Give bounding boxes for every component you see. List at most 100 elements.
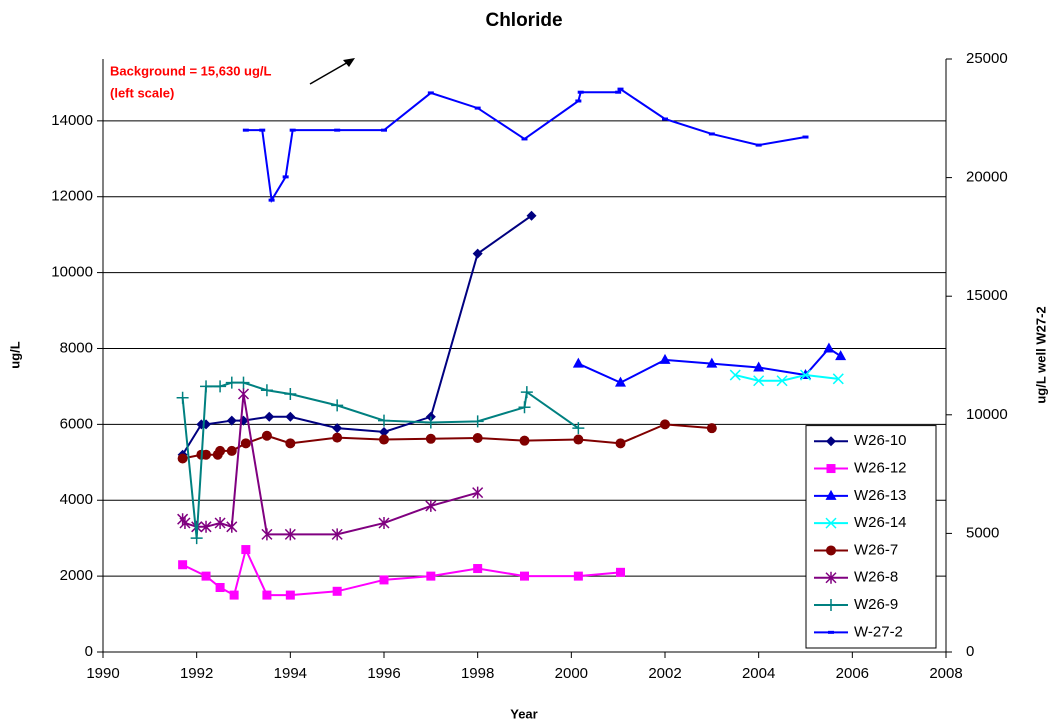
series-line bbox=[182, 423, 712, 460]
marker bbox=[472, 486, 484, 499]
marker bbox=[572, 422, 585, 435]
marker bbox=[573, 434, 584, 445]
marker bbox=[334, 128, 341, 132]
marker bbox=[706, 357, 718, 368]
marker bbox=[662, 117, 668, 121]
series-line bbox=[245, 87, 806, 204]
marker bbox=[379, 434, 389, 445]
marker bbox=[214, 380, 227, 393]
marker bbox=[331, 399, 344, 412]
marker bbox=[176, 391, 189, 404]
marker bbox=[261, 430, 272, 441]
marker bbox=[200, 380, 213, 393]
x-tick-label: 1994 bbox=[274, 665, 307, 682]
marker bbox=[826, 436, 836, 447]
annotation: (left scale) bbox=[110, 85, 174, 100]
x-tick-label: 2004 bbox=[742, 665, 775, 682]
marker bbox=[825, 571, 837, 584]
marker bbox=[237, 388, 250, 401]
x-tick-label: 2000 bbox=[555, 665, 588, 682]
legend-box bbox=[805, 425, 937, 649]
marker bbox=[379, 426, 389, 437]
y-tick-label: 10000 bbox=[51, 264, 93, 281]
legend-label: W26-10 bbox=[854, 432, 907, 449]
marker bbox=[826, 545, 836, 556]
chart-title: Chloride bbox=[485, 10, 562, 31]
marker bbox=[472, 248, 483, 259]
marker bbox=[201, 571, 211, 581]
marker bbox=[577, 90, 584, 94]
marker bbox=[826, 464, 836, 474]
marker bbox=[426, 571, 436, 581]
x-tick-label: 1992 bbox=[180, 665, 213, 682]
legend-label: W26-8 bbox=[854, 569, 898, 586]
marker bbox=[200, 520, 212, 533]
marker bbox=[226, 415, 237, 426]
marker bbox=[615, 90, 622, 94]
y2-tick-label: 20000 bbox=[966, 169, 1008, 186]
marker bbox=[729, 369, 741, 381]
series-line bbox=[182, 546, 621, 597]
legend-label: W-27-2 bbox=[854, 623, 903, 640]
marker bbox=[284, 528, 296, 541]
marker bbox=[471, 415, 484, 428]
marker bbox=[178, 560, 188, 570]
marker bbox=[832, 373, 844, 385]
marker bbox=[660, 419, 670, 430]
y2-tick-label: 15000 bbox=[966, 287, 1008, 304]
annotation: Background = 15,630 ug/L bbox=[110, 63, 272, 78]
marker bbox=[214, 517, 226, 530]
legend-label: W26-14 bbox=[854, 514, 907, 531]
marker bbox=[201, 449, 212, 460]
marker bbox=[706, 423, 717, 434]
marker bbox=[179, 517, 191, 530]
y2-axis-title: ug/L well W27-2 bbox=[1033, 306, 1048, 403]
marker bbox=[285, 438, 296, 449]
legend-label: W26-12 bbox=[854, 460, 907, 477]
y-tick-label: 2000 bbox=[60, 567, 93, 584]
x-tick-label: 1998 bbox=[461, 665, 494, 682]
annotation-arrowhead bbox=[343, 58, 355, 67]
marker bbox=[825, 599, 837, 612]
marker bbox=[659, 353, 671, 364]
marker bbox=[331, 528, 343, 541]
marker bbox=[226, 445, 237, 456]
marker bbox=[285, 411, 296, 422]
marker bbox=[242, 128, 249, 132]
y2-tick-label: 25000 bbox=[966, 50, 1008, 67]
y-tick-label: 14000 bbox=[51, 112, 93, 129]
marker bbox=[518, 401, 531, 414]
marker bbox=[215, 445, 226, 456]
marker bbox=[526, 210, 537, 221]
marker bbox=[519, 435, 530, 446]
marker bbox=[225, 376, 238, 389]
y-tick-label: 0 bbox=[85, 643, 93, 660]
legend-label: W26-13 bbox=[854, 487, 907, 504]
marker bbox=[282, 175, 289, 179]
y-tick-label: 12000 bbox=[51, 188, 93, 205]
legend-label: W26-7 bbox=[854, 541, 898, 558]
marker bbox=[226, 520, 238, 533]
marker bbox=[521, 137, 528, 141]
marker bbox=[284, 388, 297, 401]
marker bbox=[616, 567, 626, 577]
marker bbox=[425, 433, 436, 444]
marker bbox=[755, 143, 762, 147]
marker bbox=[332, 586, 342, 596]
marker bbox=[825, 517, 837, 529]
x-tick-label: 2008 bbox=[929, 665, 962, 682]
x-tick-label: 2006 bbox=[836, 665, 869, 682]
marker bbox=[381, 128, 387, 132]
legend-label: W26-9 bbox=[854, 596, 898, 613]
marker bbox=[332, 432, 343, 443]
y2-tick-label: 5000 bbox=[966, 524, 999, 541]
marker bbox=[427, 91, 434, 95]
marker bbox=[177, 453, 188, 464]
marker bbox=[575, 99, 582, 103]
marker bbox=[573, 571, 583, 581]
marker bbox=[215, 583, 225, 593]
marker bbox=[823, 342, 835, 353]
marker bbox=[285, 590, 295, 600]
marker bbox=[776, 375, 788, 387]
